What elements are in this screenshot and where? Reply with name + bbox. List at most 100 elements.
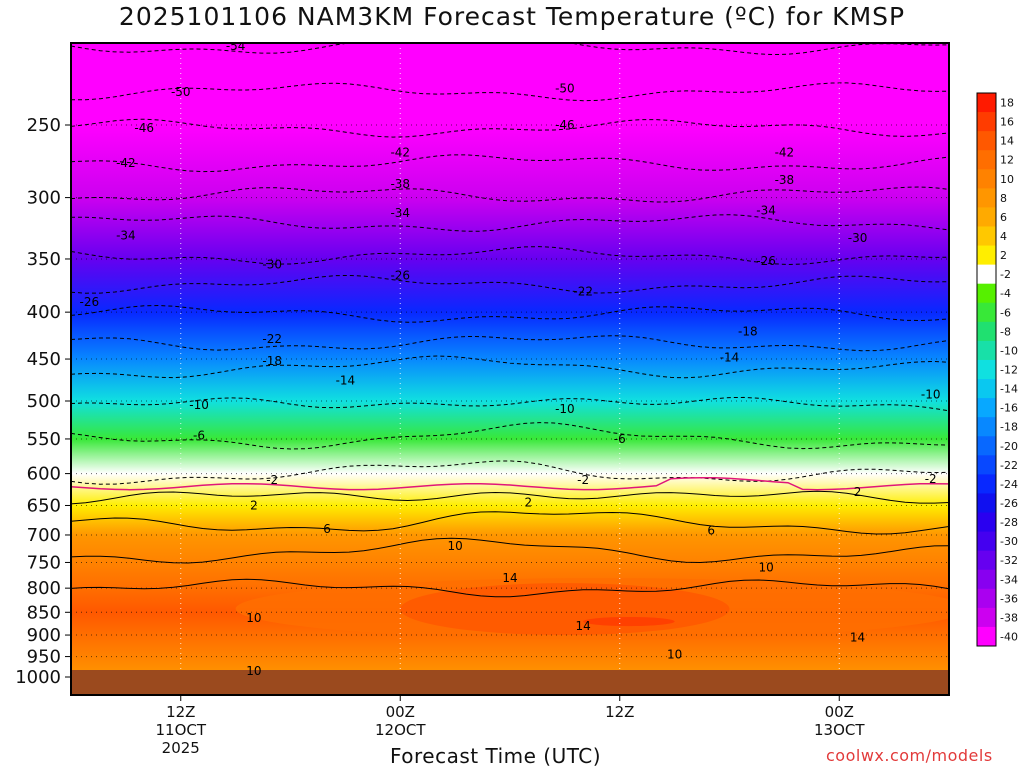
colorbar-swatch	[977, 359, 996, 380]
colorbar-swatch	[977, 379, 996, 399]
colorbar-swatch	[977, 169, 996, 189]
credit-link[interactable]: coolwx.com/models	[826, 746, 993, 765]
x-tick-label: 12Z	[605, 703, 634, 721]
x-tick-label: 2025	[162, 739, 200, 757]
chart-title: 2025101106 NAM3KM Forecast Temperature (…	[118, 2, 906, 31]
contour-label: 2	[524, 495, 532, 509]
contour-label: -34	[756, 204, 776, 218]
isotherm-line	[71, 82, 949, 102]
y-tick-label: 500	[27, 391, 61, 412]
colorbar-swatch	[977, 188, 996, 208]
colorbar-swatch	[977, 245, 996, 266]
y-tick-label: 950	[27, 647, 61, 668]
warm-core-blob	[583, 616, 675, 627]
contour-label: 10	[758, 561, 773, 575]
colorbar-swatch	[977, 207, 996, 227]
contour-label: -6	[961, 421, 973, 435]
colorbar-swatch	[977, 607, 996, 628]
contour-label: 2	[854, 485, 862, 499]
y-tick-label: 650	[27, 495, 61, 516]
isotherm-line	[71, 511, 949, 535]
warm-core-region	[235, 578, 949, 640]
colorbar-swatch	[977, 226, 996, 247]
contour-label: -42	[390, 146, 410, 160]
contour-label: -26	[390, 269, 410, 283]
contour-label: -2	[577, 473, 589, 487]
colorbar-label: -24	[1000, 478, 1018, 491]
contour-label: -50	[171, 85, 191, 99]
colorbar-label: -10	[1000, 344, 1018, 357]
colorbar-swatch	[977, 512, 996, 533]
x-tick-label: 11OCT	[155, 721, 206, 739]
colorbar-swatch	[977, 321, 996, 342]
contour-label: -22	[573, 285, 593, 299]
colorbar-swatch	[977, 150, 996, 170]
colorbar-label: 10	[1000, 173, 1014, 186]
colorbar: 18 16 14 12 10 8 6 4 2 -2 -4 -6 -8 -10 -12 -14 -16 -18 -20…	[976, 92, 1018, 647]
colorbar-swatch	[977, 493, 996, 514]
contour-label: -38	[775, 173, 795, 187]
contour-label: 10	[246, 664, 261, 678]
contour-label: -50	[555, 81, 575, 95]
y-tick-label: 400	[27, 302, 61, 323]
isotherm-line	[71, 422, 949, 450]
y-tick-label: 1000	[15, 667, 61, 688]
colorbar-label: -14	[1000, 383, 1018, 396]
colorbar-label: 2	[1000, 249, 1007, 262]
y-tick-label: 550	[27, 429, 61, 450]
colorbar-swatch	[977, 550, 996, 571]
contour-label: -14	[720, 350, 740, 364]
contour-label: -6	[193, 428, 205, 442]
plot-frame	[70, 42, 950, 696]
y-tick-label: 850	[27, 602, 61, 623]
colorbar-swatch	[977, 264, 996, 285]
contour-label: -30	[262, 258, 282, 272]
y-tick-label: 250	[27, 115, 61, 136]
colorbar-label: -12	[1000, 364, 1018, 377]
contour-label: -22	[262, 332, 282, 346]
isotherm-line	[71, 154, 949, 173]
colorbar-label: -38	[1000, 611, 1018, 624]
contour-labels: -54 -50 -50 -46 -46 -42 -42 -42 -38 -38 -34 -34 -34 -…	[79, 39, 973, 678]
colorbar-swatch	[977, 283, 996, 304]
colorbar-label: 18	[1000, 97, 1014, 110]
contour-label: -2	[266, 473, 278, 487]
contour-label: -34	[390, 206, 410, 220]
colorbar-label: 16	[1000, 116, 1014, 129]
colorbar-swatch	[977, 588, 996, 609]
x-axis-label: Forecast Time (UTC)	[390, 744, 602, 768]
contour-label: -42	[116, 156, 136, 170]
colorbar-label: -2	[1000, 268, 1011, 281]
isotherm-line	[71, 460, 949, 485]
contour-label: 14	[576, 619, 591, 633]
contour-label: -54	[226, 39, 246, 53]
colorbar-label: 12	[1000, 154, 1014, 167]
contour-label: -18	[262, 354, 282, 368]
y-tick-label: 350	[27, 249, 61, 270]
contour-label: -10	[555, 402, 575, 416]
isotherm-line	[71, 335, 949, 352]
colorbar-label: -6	[1000, 306, 1011, 319]
isotherm-line	[71, 578, 949, 598]
colorbar-label: -22	[1000, 459, 1018, 472]
contour-label: 2	[250, 498, 258, 512]
colorbar-label: -8	[1000, 325, 1011, 338]
ground-surface	[71, 670, 949, 695]
contour-label: 14	[502, 571, 517, 585]
colorbar-swatch	[977, 531, 996, 552]
contour-label: -6	[614, 432, 626, 446]
colorbar-label: -32	[1000, 554, 1018, 567]
y-tick-label: 450	[27, 349, 61, 370]
x-tick-label: 12Z	[166, 703, 195, 721]
colorbar-swatch	[977, 474, 996, 494]
contour-label: -38	[390, 177, 410, 191]
colorbar-swatch	[977, 302, 996, 323]
contour-label: 14	[850, 630, 865, 644]
colorbar-label: -26	[1000, 497, 1018, 510]
colorbar-label: -36	[1000, 592, 1018, 605]
x-tick-label: 00Z	[825, 703, 854, 721]
isotherm-line	[71, 118, 949, 138]
colorbar-label: -18	[1000, 421, 1018, 434]
y-tick-label: 700	[27, 525, 61, 546]
colorbar-label: -20	[1000, 440, 1018, 453]
